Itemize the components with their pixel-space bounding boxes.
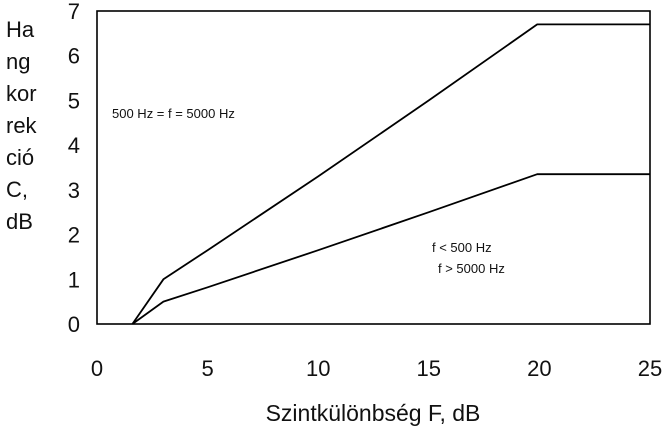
series-line-1 [131,23,650,325]
x-tick-label: 10 [306,356,330,381]
y-tick-label: 4 [68,133,80,158]
y-axis-label-line: Ha [6,17,35,42]
y-tick-label: 0 [68,312,80,337]
y-tick-label: 5 [68,88,80,113]
plot-frame [96,10,651,325]
y-tick-labels: 0 1 2 3 4 5 6 7 [68,0,80,337]
annotation-lower-line1: f < 500 Hz [432,240,492,255]
y-axis-label-line: dB [6,209,33,234]
x-tick-labels: 0 5 10 15 20 25 [91,356,662,381]
y-axis-label: Ha ng kor rek ció C, dB [6,17,38,234]
annotation-lower-line2: f > 5000 Hz [438,261,505,276]
x-tick-label: 25 [638,356,662,381]
y-tick-label: 1 [68,267,80,292]
x-tick-label: 15 [417,356,441,381]
y-axis-label-line: ció [6,145,34,170]
x-tick-label: 5 [201,356,213,381]
y-axis-label-line: rek [6,113,38,138]
y-tick-label: 3 [68,178,80,203]
x-tick-label: 0 [91,356,103,381]
series-line-2 [131,173,650,325]
y-axis-label-line: kor [6,81,37,106]
series-group [131,23,650,325]
y-tick-label: 7 [68,0,80,24]
annotation-upper: 500 Hz = f = 5000 Hz [112,106,235,121]
y-axis-label-line: ng [6,49,30,74]
y-tick-label: 6 [68,44,80,69]
x-axis-label: Szintkülönbség F, dB [266,400,481,426]
y-axis-label-line: C, [6,177,28,202]
y-tick-label: 2 [68,223,80,248]
x-tick-label: 20 [527,356,551,381]
